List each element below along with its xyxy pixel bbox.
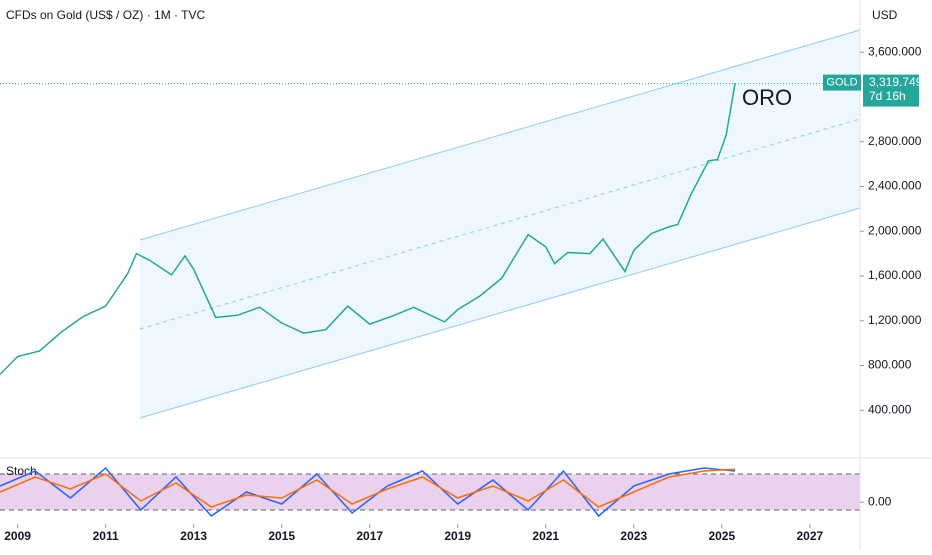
x-tick-label: 2021 xyxy=(532,529,559,543)
y-tick-label: 2,800.000 xyxy=(868,134,922,148)
y-tick-label: 400.000 xyxy=(868,402,912,416)
y-tick-label: 3,600.000 xyxy=(868,44,922,58)
y-tick-label: 1,200.000 xyxy=(868,313,922,327)
y-tick-label: 2,000.000 xyxy=(868,223,922,237)
channel-lower xyxy=(139,207,861,419)
chart-title: CFDs on Gold (US$ / OZ) · 1M · TVC xyxy=(6,8,205,22)
x-tick-label: 2011 xyxy=(93,529,119,543)
x-tick-label: 2027 xyxy=(796,529,823,543)
y-tick-label: 0.00 xyxy=(868,494,892,508)
stoch-band xyxy=(0,474,860,510)
x-tick-label: 2009 xyxy=(4,529,31,543)
x-tick-label: 2019 xyxy=(444,529,471,543)
countdown-label: 7d 16h xyxy=(869,89,906,103)
y-tick-label: 1,600.000 xyxy=(868,268,922,282)
y-axis-label: USD xyxy=(872,8,898,22)
x-tick-label: 2017 xyxy=(356,529,383,543)
y-tick-label: 2,400.000 xyxy=(868,179,922,193)
stoch-title: Stoch xyxy=(6,464,37,478)
series-line xyxy=(0,83,736,375)
y-tick-label: 800.000 xyxy=(868,358,912,372)
price-label: 3,319.749 xyxy=(869,75,923,89)
x-tick-label: 2013 xyxy=(180,529,207,543)
price-box xyxy=(863,74,919,107)
annotation: ORO xyxy=(742,85,792,110)
channel-mid xyxy=(139,118,861,330)
x-tick-label: 2015 xyxy=(268,529,295,543)
series-line xyxy=(0,468,736,508)
channel-fill xyxy=(140,30,860,418)
series-line xyxy=(0,466,736,518)
symbol-label: GOLD xyxy=(826,77,857,89)
x-tick-label: 2023 xyxy=(620,529,647,543)
symbol-box xyxy=(823,74,861,91)
channel-upper xyxy=(139,29,861,241)
x-tick-label: 2025 xyxy=(708,529,735,543)
